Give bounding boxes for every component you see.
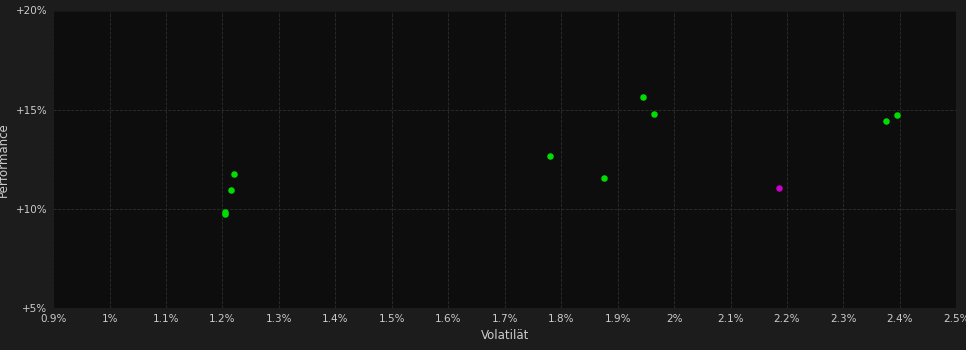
Point [217,209,233,215]
Point [646,111,662,117]
Point [223,187,239,193]
Point [542,153,557,159]
Point [217,212,233,217]
Point [226,172,242,177]
Point [596,175,611,181]
Point [878,118,894,124]
Y-axis label: Performance: Performance [0,122,11,197]
X-axis label: Volatilät: Volatilät [480,329,529,342]
Point [771,185,786,191]
Point [890,112,905,118]
Point [636,94,651,99]
